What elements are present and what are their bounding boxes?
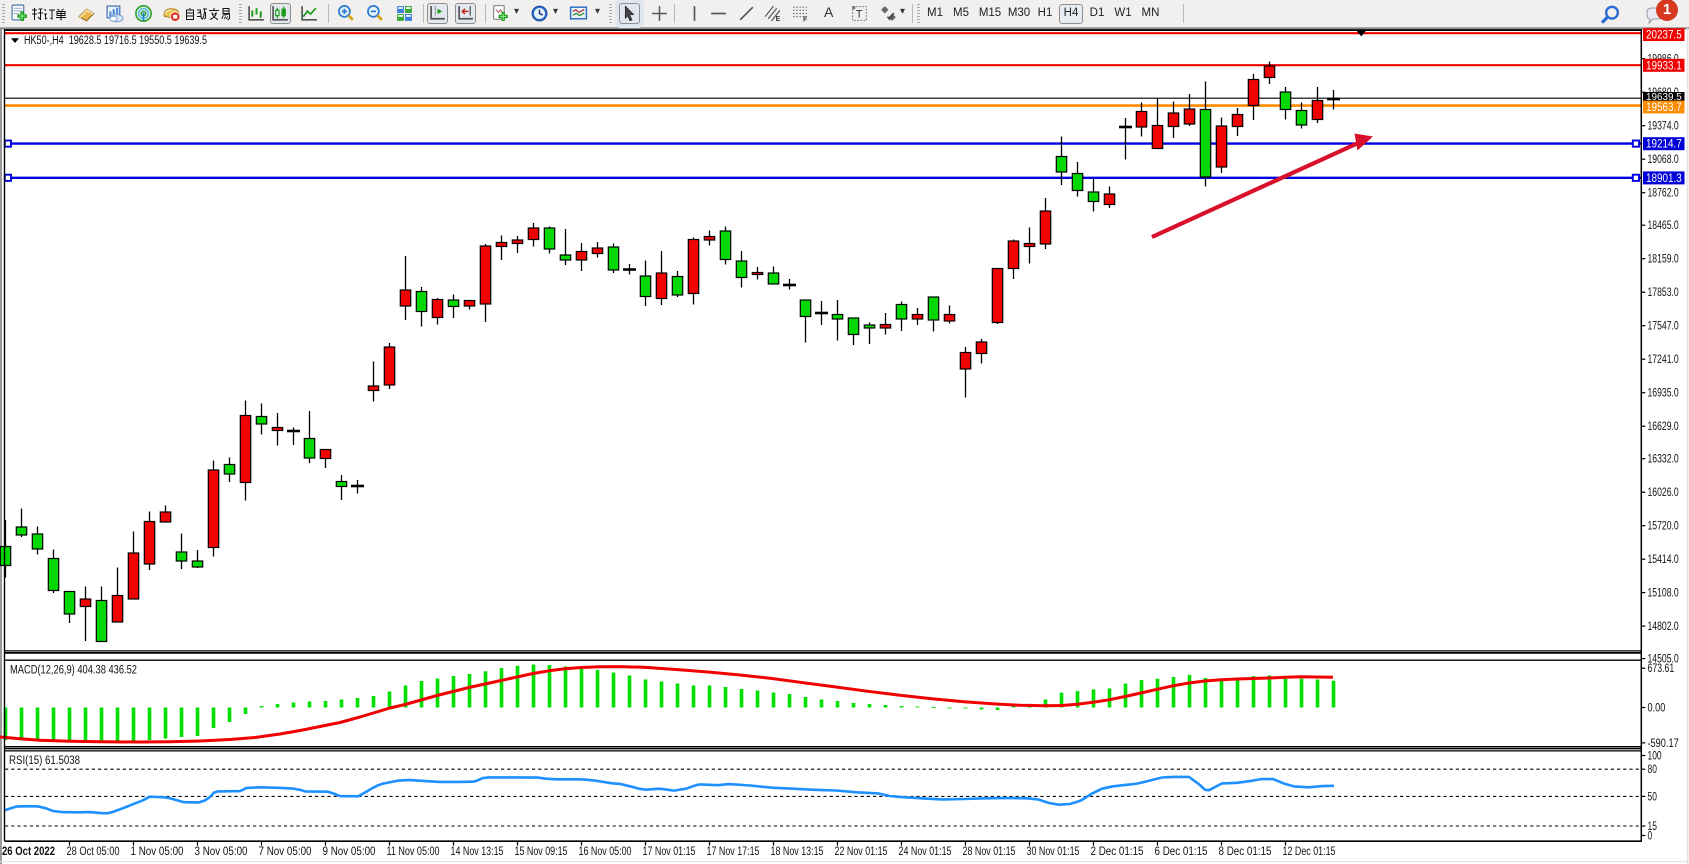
svg-text:50: 50 <box>1648 791 1657 803</box>
svg-text:19068.0: 19068.0 <box>1648 154 1679 166</box>
svg-text:18 Nov 13:15: 18 Nov 13:15 <box>771 846 824 858</box>
svg-text:18901.3: 18901.3 <box>1646 173 1682 185</box>
svg-text:0: 0 <box>1648 831 1653 843</box>
svg-text:14505.0: 14505.0 <box>1648 654 1679 666</box>
svg-text:19639.5: 19639.5 <box>1646 92 1682 103</box>
svg-text:15414.0: 15414.0 <box>1648 554 1679 566</box>
svg-text:16935.0: 16935.0 <box>1648 388 1679 400</box>
svg-text:7 Nov 05:00: 7 Nov 05:00 <box>259 846 312 858</box>
svg-text:17547.0: 17547.0 <box>1648 321 1679 333</box>
svg-text:0.00: 0.00 <box>1648 703 1666 715</box>
svg-text:24 Nov 01:15: 24 Nov 01:15 <box>899 846 952 858</box>
svg-text:RSI(15) 61.5038: RSI(15) 61.5038 <box>9 755 80 767</box>
svg-text:100: 100 <box>1648 751 1662 763</box>
svg-text:15108.0: 15108.0 <box>1648 588 1679 600</box>
svg-text:18159.0: 18159.0 <box>1648 254 1679 266</box>
svg-text:26 Oct 2022: 26 Oct 2022 <box>2 846 55 858</box>
svg-text:80: 80 <box>1648 764 1657 776</box>
svg-text:16332.0: 16332.0 <box>1648 454 1679 466</box>
svg-text:17 Nov 17:15: 17 Nov 17:15 <box>707 846 760 858</box>
svg-text:11 Nov 05:00: 11 Nov 05:00 <box>387 846 440 858</box>
svg-text:19933.1: 19933.1 <box>1646 60 1682 72</box>
svg-text:16629.0: 16629.0 <box>1648 421 1679 433</box>
svg-text:15: 15 <box>1648 821 1657 833</box>
svg-text:20237.5: 20237.5 <box>1646 30 1682 42</box>
svg-text:28 Nov 01:15: 28 Nov 01:15 <box>963 846 1016 858</box>
svg-text:F: F <box>803 16 807 23</box>
svg-text:-590.17: -590.17 <box>1648 738 1679 750</box>
svg-text:3 Nov 05:00: 3 Nov 05:00 <box>195 846 248 858</box>
svg-text:MACD(12,26,9) 404.38 436.52: MACD(12,26,9) 404.38 436.52 <box>10 665 137 677</box>
svg-text:12 Dec 01:15: 12 Dec 01:15 <box>1283 846 1336 858</box>
svg-text:1 Nov 05:00: 1 Nov 05:00 <box>131 846 184 858</box>
svg-text:17 Nov 01:15: 17 Nov 01:15 <box>643 846 696 858</box>
svg-text:T: T <box>856 9 863 21</box>
svg-text:19374.0: 19374.0 <box>1648 121 1679 133</box>
svg-text:19563.7: 19563.7 <box>1646 102 1682 114</box>
svg-text:2 Dec 01:15: 2 Dec 01:15 <box>1091 846 1144 858</box>
svg-text:E: E <box>776 16 781 23</box>
svg-text:19214.7: 19214.7 <box>1646 139 1682 151</box>
svg-text:17853.0: 17853.0 <box>1648 287 1679 299</box>
svg-text:6 Dec 01:15: 6 Dec 01:15 <box>1155 846 1208 858</box>
svg-text:16026.0: 16026.0 <box>1648 487 1679 499</box>
svg-text:15720.0: 15720.0 <box>1648 521 1679 533</box>
svg-text:673.61: 673.61 <box>1648 663 1675 675</box>
svg-text:8 Dec 01:15: 8 Dec 01:15 <box>1219 846 1272 858</box>
svg-text:14 Nov 13:15: 14 Nov 13:15 <box>451 846 504 858</box>
svg-text:15 Nov 09:15: 15 Nov 09:15 <box>515 846 568 858</box>
svg-text:18762.0: 18762.0 <box>1648 188 1679 200</box>
svg-text:HK50-,H4 19628.5 19716.5 1955: HK50-,H4 19628.5 19716.5 19550.5 19639.5 <box>24 35 207 47</box>
svg-text:9 Nov 05:00: 9 Nov 05:00 <box>323 846 376 858</box>
svg-text:14802.0: 14802.0 <box>1648 621 1679 633</box>
svg-text:22 Nov 01:15: 22 Nov 01:15 <box>835 846 888 858</box>
svg-text:16 Nov 05:00: 16 Nov 05:00 <box>579 846 632 858</box>
svg-text:17241.0: 17241.0 <box>1648 354 1679 366</box>
svg-text:28 Oct 05:00: 28 Oct 05:00 <box>67 846 120 858</box>
svg-text:18465.0: 18465.0 <box>1648 220 1679 232</box>
svg-text:30 Nov 01:15: 30 Nov 01:15 <box>1027 846 1080 858</box>
